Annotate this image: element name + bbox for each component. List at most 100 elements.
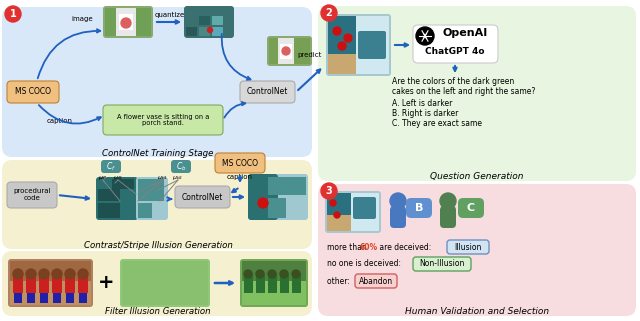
Circle shape [334,212,340,218]
Bar [280,44,292,59]
Bar [112,179,134,189]
Text: $\mu_{b1}$: $\mu_{b1}$ [157,174,168,182]
FancyBboxPatch shape [413,25,498,63]
Bar [57,293,61,303]
FancyBboxPatch shape [101,160,121,173]
FancyBboxPatch shape [103,105,223,135]
FancyBboxPatch shape [184,6,234,38]
Bar [268,198,286,218]
Circle shape [52,269,62,279]
FancyBboxPatch shape [240,259,308,307]
Circle shape [280,270,288,278]
Circle shape [65,269,75,279]
FancyBboxPatch shape [215,153,265,173]
Bar [328,54,356,74]
Bar [268,273,277,293]
FancyBboxPatch shape [136,177,168,220]
Text: B: B [415,203,423,213]
Text: MS COCO: MS COCO [222,159,258,168]
Bar [292,273,301,293]
Circle shape [390,193,406,209]
Text: $\mu_{b2}$: $\mu_{b2}$ [172,174,184,182]
Text: +: + [98,273,115,292]
Bar [269,38,310,64]
Bar [242,261,306,281]
Bar [212,16,223,25]
Bar [138,179,164,201]
Text: Question Generation: Question Generation [430,172,524,181]
FancyBboxPatch shape [96,177,138,220]
FancyBboxPatch shape [318,6,636,181]
Circle shape [244,270,252,278]
Bar [98,203,120,218]
FancyBboxPatch shape [458,198,484,218]
FancyBboxPatch shape [2,160,312,249]
Circle shape [344,34,352,42]
Circle shape [13,269,23,279]
Bar [212,27,223,36]
Bar [26,273,36,293]
Text: ChatGPT 4o: ChatGPT 4o [425,48,484,56]
Text: A. Left is darker: A. Left is darker [392,99,452,108]
Circle shape [333,27,341,35]
Text: Are the colors of the dark green: Are the colors of the dark green [392,77,515,86]
Circle shape [5,6,21,22]
Bar [65,273,75,293]
Bar [18,293,22,303]
Bar [13,273,23,293]
Text: cakes on the left and right the same?: cakes on the left and right the same? [392,88,536,97]
Bar [356,16,389,74]
Circle shape [338,42,346,50]
Bar [351,193,379,231]
Circle shape [268,270,276,278]
Bar [242,281,306,305]
Text: ControlNet: ControlNet [181,193,223,202]
Text: caption: caption [227,174,253,180]
Bar [83,293,87,303]
Text: caption: caption [47,118,73,124]
Circle shape [321,5,337,21]
Text: 1: 1 [10,9,17,19]
FancyBboxPatch shape [326,14,391,76]
Text: $C_f$: $C_f$ [106,160,116,173]
Text: A flower vase is sitting on a
porch stand.: A flower vase is sitting on a porch stan… [117,114,209,126]
Bar [268,177,306,195]
Bar [119,14,133,30]
FancyBboxPatch shape [7,81,59,103]
FancyBboxPatch shape [440,206,456,228]
FancyBboxPatch shape [175,186,230,208]
Bar [199,16,210,25]
Text: no one is deceived:: no one is deceived: [327,259,403,268]
Text: other:: other: [327,276,352,285]
Text: Illusion: Illusion [454,242,482,251]
FancyBboxPatch shape [447,240,489,254]
FancyBboxPatch shape [413,257,471,271]
Bar [53,293,57,303]
Text: predict: predict [298,52,322,58]
Text: ControlNet: ControlNet [246,88,288,97]
Text: procedural
code: procedural code [13,188,51,202]
Text: quantize: quantize [155,12,185,18]
Text: C: C [467,203,475,213]
Bar [98,189,120,201]
Bar [122,261,208,305]
FancyBboxPatch shape [171,160,191,173]
Bar [44,293,48,303]
Bar [27,293,31,303]
Text: Filter Illusion Generation: Filter Illusion Generation [105,308,211,317]
Circle shape [78,269,88,279]
FancyBboxPatch shape [2,251,312,316]
FancyBboxPatch shape [353,197,376,219]
Circle shape [292,270,300,278]
Text: $\mu_{f1}$: $\mu_{f1}$ [98,174,108,182]
Circle shape [440,193,456,209]
FancyBboxPatch shape [240,81,295,103]
Text: more than: more than [327,242,369,251]
FancyBboxPatch shape [355,274,397,288]
FancyBboxPatch shape [406,198,432,218]
Bar [10,261,91,305]
Bar [116,8,136,36]
FancyBboxPatch shape [8,259,93,307]
FancyBboxPatch shape [248,174,308,220]
Bar [186,16,197,25]
